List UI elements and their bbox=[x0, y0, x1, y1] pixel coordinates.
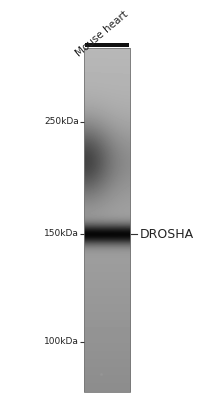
Text: Mouse heart: Mouse heart bbox=[74, 10, 130, 59]
Text: 150kDa: 150kDa bbox=[44, 230, 79, 238]
Text: 100kDa: 100kDa bbox=[44, 338, 79, 346]
Text: 250kDa: 250kDa bbox=[44, 118, 79, 126]
Text: DROSHA: DROSHA bbox=[139, 228, 193, 240]
Bar bbox=[85, 43, 129, 47]
Bar bbox=[84, 48, 130, 392]
